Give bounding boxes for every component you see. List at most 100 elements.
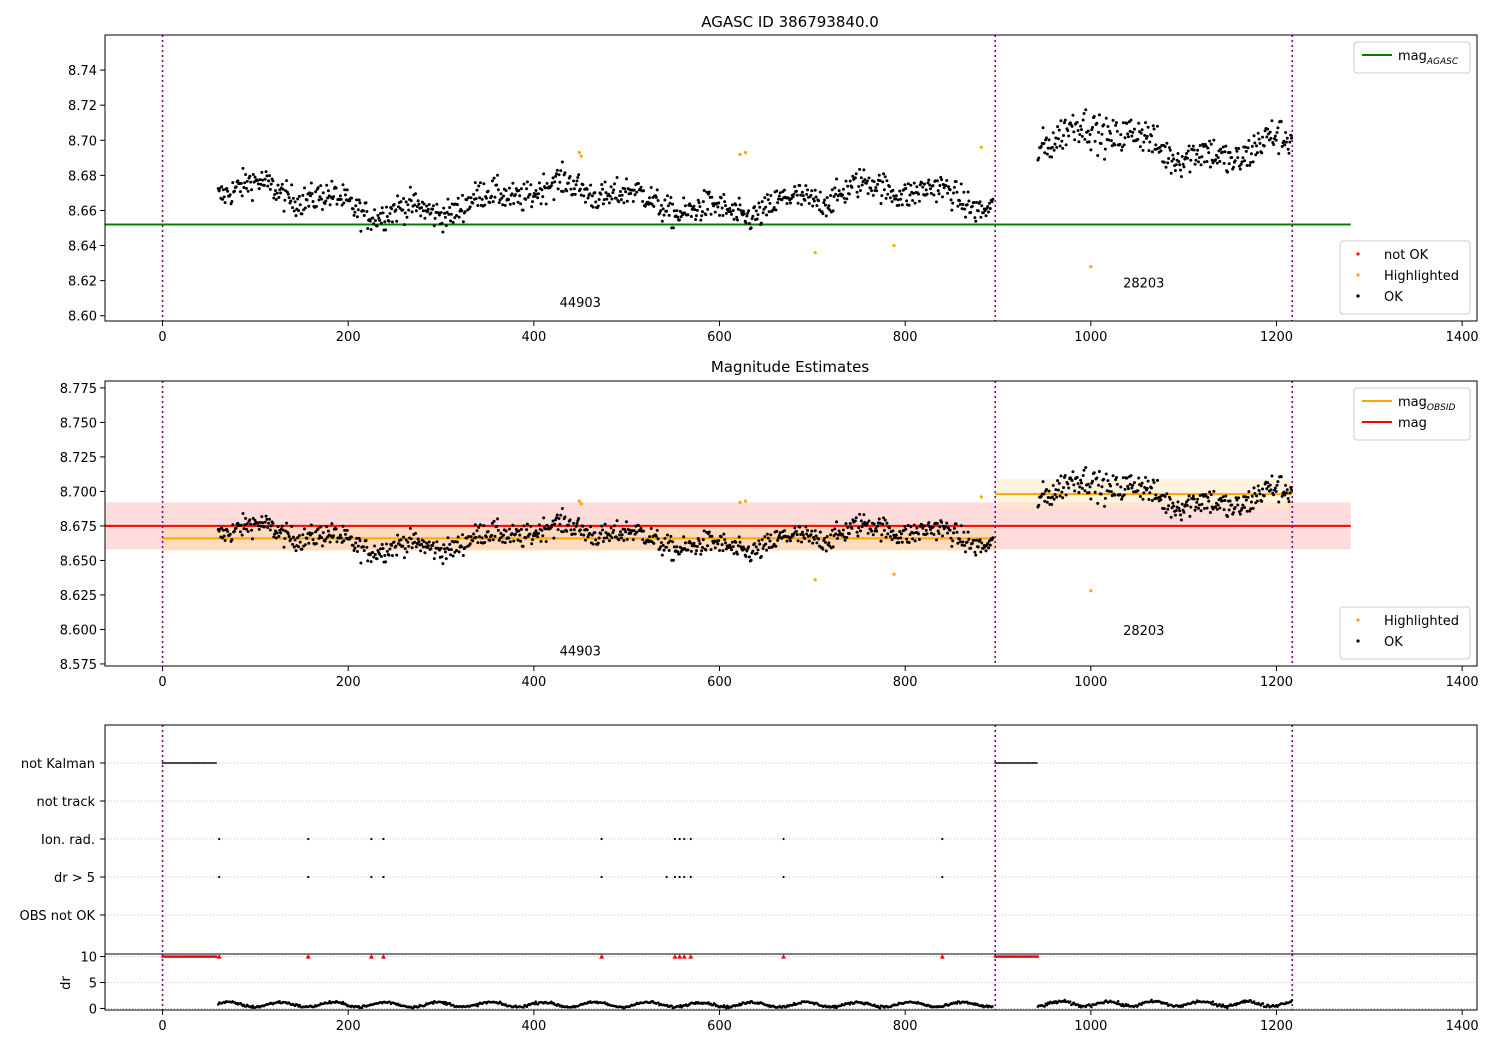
estimates-ok-point-1067 — [1172, 504, 1176, 508]
agasc-ok-point-488 — [633, 193, 637, 197]
estimates-ok-point-782 — [884, 535, 888, 539]
estimates-ok-point-11 — [226, 529, 230, 533]
estimates-ok-point-523 — [663, 536, 667, 540]
estimates-ok-point-227 — [410, 546, 414, 550]
agasc-ok-point-982 — [1099, 142, 1103, 146]
estimates-ok-point-666 — [785, 539, 789, 543]
agasc-ok-point-573 — [706, 207, 710, 211]
flags-point-0-0-30 — [189, 762, 192, 764]
estimates-ok-point-158 — [351, 543, 355, 547]
flags-point-0-1-932 — [1026, 762, 1029, 764]
agasc-legend-1 — [1339, 240, 1471, 315]
agasc-ok-point-148 — [343, 188, 347, 192]
estimates-ok-point-1164 — [1255, 494, 1259, 498]
agasc-ok-point-1100 — [1200, 155, 1204, 159]
agasc-ok-point-107 — [308, 191, 312, 195]
agasc-ok-point-927 — [1052, 148, 1056, 152]
agasc-ok-point-117 — [316, 186, 320, 190]
agasc-ok-point-233 — [415, 205, 419, 209]
agasc-ok-point-1010 — [1123, 136, 1127, 140]
estimates-ok-point-279 — [455, 549, 459, 553]
agasc-ok-point-589 — [719, 196, 723, 200]
agasc-ok-point-632 — [756, 213, 760, 217]
estimates-ok-point-344 — [510, 532, 514, 536]
agasc-ok-point-332 — [500, 196, 504, 200]
estimates-ok-point-569 — [702, 529, 706, 533]
estimates-legend-swatch-1-1 — [1356, 639, 1360, 643]
estimates-ok-point-4 — [220, 526, 224, 530]
estimates-ok-point-937 — [1061, 496, 1065, 500]
agasc-ok-point-372 — [534, 188, 538, 192]
estimates-ok-point-1204 — [1289, 485, 1293, 489]
agasc-ok-point-395 — [554, 174, 558, 178]
agasc-ok-point-398 — [556, 187, 560, 191]
estimates-ok-point-568 — [701, 538, 705, 542]
agasc-ok-point-463 — [612, 188, 616, 192]
agasc-ok-point-1044 — [1152, 127, 1156, 131]
estimates-ok-point-249 — [429, 547, 433, 551]
estimates-ok-point-765 — [870, 529, 874, 533]
estimates-ok-point-1043 — [1151, 478, 1155, 482]
estimates-highlighted-point-3 — [743, 499, 748, 503]
agasc-ok-point-1069 — [1173, 168, 1177, 172]
estimates-ok-point-654 — [775, 529, 779, 533]
agasc-ok-point-868 — [958, 199, 962, 203]
agasc-ok-point-1091 — [1192, 148, 1196, 152]
agasc-ok-point-715 — [827, 204, 831, 208]
agasc-ok-point-222 — [406, 203, 410, 207]
agasc-ok-point-420 — [575, 179, 579, 183]
estimates-ok-point-272 — [449, 553, 453, 557]
agasc-ok-point-606 — [734, 203, 738, 207]
estimates-ok-point-186 — [375, 557, 379, 561]
flags-point-0-0-19 — [179, 762, 182, 764]
agasc-ok-point-1143 — [1237, 146, 1241, 150]
agasc-ok-point-251 — [431, 207, 435, 211]
estimates-ok-point-566 — [700, 549, 704, 553]
estimates-ok-point-848 — [940, 534, 944, 538]
estimates-ok-point-174 — [365, 545, 369, 549]
agasc-ok-point-1092 — [1193, 162, 1197, 166]
estimates-ok-point-865 — [955, 530, 959, 534]
estimates-ok-point-881 — [969, 546, 973, 550]
estimates-ok-point-14 — [228, 532, 232, 536]
agasc-ok-point-1000 — [1114, 121, 1118, 125]
agasc-ok-point-1194 — [1280, 145, 1284, 149]
agasc-ok-point-954 — [1075, 121, 1079, 125]
agasc-ok-point-862 — [952, 185, 956, 189]
estimates-ok-point-809 — [907, 541, 911, 545]
agasc-ok-point-336 — [503, 203, 507, 207]
estimates-ok-point-616 — [742, 547, 746, 551]
agasc-ok-point-123 — [321, 191, 325, 195]
estimates-ytick-label-5: 8.700 — [60, 485, 97, 500]
flags-point-0-0-11 — [172, 762, 174, 764]
agasc-ok-point-1200 — [1285, 136, 1289, 140]
agasc-ok-point-645 — [767, 210, 771, 214]
estimates-ok-point-830 — [925, 532, 929, 536]
estimates-ok-point-143 — [338, 533, 342, 537]
estimates-ok-point-733 — [842, 535, 846, 539]
estimates-ok-point-640 — [763, 535, 767, 539]
estimates-ok-point-1048 — [1155, 478, 1159, 482]
agasc-ok-point-1097 — [1197, 156, 1201, 160]
estimates-ok-point-958 — [1079, 478, 1083, 482]
agasc-ok-point-995 — [1110, 144, 1114, 148]
estimates-ok-point-619 — [745, 549, 749, 553]
agasc-ok-point-1127 — [1223, 150, 1227, 154]
estimates-ok-point-463 — [612, 528, 616, 532]
agasc-ok-point-527 — [666, 204, 670, 208]
agasc-ok-point-1064 — [1169, 171, 1173, 175]
agasc-ok-point-396 — [554, 172, 558, 176]
estimates-ok-point-679 — [796, 539, 800, 543]
estimates-ok-point-1109 — [1208, 490, 1212, 494]
agasc-ok-point-253 — [432, 224, 436, 228]
estimates-ok-point-590 — [720, 543, 724, 547]
estimates-ok-point-58 — [266, 526, 270, 530]
agasc-ok-point-565 — [699, 218, 703, 222]
estimates-ok-point-869 — [958, 540, 962, 544]
agasc-ok-point-14 — [228, 193, 232, 197]
estimates-ok-point-78 — [283, 537, 287, 541]
estimates-ok-point-1133 — [1228, 499, 1232, 503]
agasc-ok-point-690 — [806, 188, 810, 192]
estimates-ok-point-589 — [719, 535, 723, 539]
